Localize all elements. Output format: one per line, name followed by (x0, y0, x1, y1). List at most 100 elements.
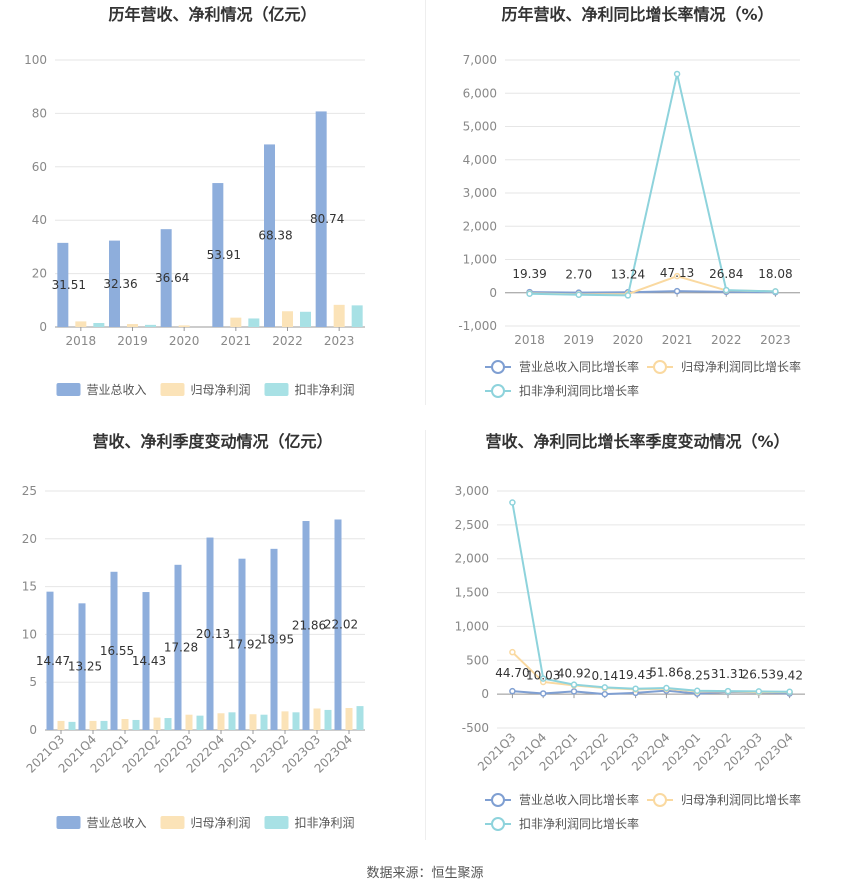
data-point (723, 286, 730, 294)
data-point (539, 690, 547, 697)
data-point (624, 292, 632, 299)
data-point (632, 685, 639, 692)
y-tick-label: 25 (22, 484, 37, 498)
y-tick-label: 3,000 (455, 484, 489, 498)
data-label: 40.92 (557, 666, 591, 680)
data-label: 0.14 (591, 669, 618, 683)
bar (264, 144, 275, 327)
data-label: 47.13 (660, 266, 694, 280)
bar (57, 242, 69, 327)
data-label: 20.13 (196, 627, 230, 641)
y-tick-label: 2,500 (455, 518, 489, 532)
data-label: 17.92 (228, 637, 262, 651)
bar (132, 719, 140, 730)
data-point (509, 648, 516, 656)
x-tick-label: 2022 (711, 333, 742, 347)
y-tick-label: 0 (481, 687, 489, 701)
bar (292, 712, 300, 730)
divider (425, 430, 426, 840)
y-tick-label: 2,000 (455, 552, 489, 566)
data-label: 21.86 (292, 619, 326, 633)
legend-label: 营业总收入 (87, 816, 147, 830)
legend-label: 营业总收入 (87, 383, 147, 397)
data-point (570, 681, 578, 688)
data-point (673, 272, 681, 280)
y-tick-label: 80 (32, 106, 47, 120)
bar (127, 324, 138, 327)
data-label: 14.47 (36, 654, 70, 668)
bar (217, 713, 225, 730)
bar (351, 305, 363, 327)
legend-swatch (491, 384, 505, 398)
data-label: 9.42 (776, 669, 803, 683)
x-tick-label: 2021 (221, 334, 252, 348)
y-tick-label: 100 (24, 53, 47, 67)
legend-swatch (56, 816, 81, 829)
y-tick-label: 1,000 (455, 619, 489, 633)
data-label: 18.95 (260, 632, 294, 646)
bar (93, 322, 105, 327)
y-tick-label: 3,000 (463, 186, 497, 200)
annual-growth-rate-chart: 历年营收、净利同比增长率情况（%） -1,000 0 1,000 2,000 3,000 4… (458, 5, 801, 398)
x-tick-label: 2020 (169, 334, 200, 348)
bar (345, 708, 353, 730)
data-label: 26.53 (742, 667, 776, 681)
bar (260, 714, 268, 730)
chart-title: 历年营收、净利情况（亿元） (108, 5, 316, 24)
legend-label: 扣非净利润同比增长率 (519, 383, 639, 398)
y-tick-label: 1,000 (463, 253, 497, 267)
y-tick-label: 5,000 (463, 120, 497, 134)
legend-swatch (491, 360, 505, 374)
legend-label: 归母净利润同比增长率 (681, 792, 801, 807)
y-tick-label: 7,000 (463, 53, 497, 67)
bar (333, 304, 345, 327)
series-line (529, 73, 776, 297)
bar (230, 317, 242, 327)
x-tick-label: 2019 (563, 333, 594, 347)
bar (282, 311, 293, 327)
bar (78, 603, 86, 730)
data-point (673, 287, 681, 295)
bar (145, 324, 156, 327)
bar (110, 571, 118, 730)
data-label: 44.70 (495, 666, 529, 680)
y-tick-label: -1,000 (458, 319, 497, 333)
data-source-note: 数据来源：恒生聚源 (366, 866, 484, 881)
data-point (755, 688, 763, 695)
bar (178, 325, 190, 327)
data-label: 18.08 (758, 267, 792, 281)
bar (142, 592, 150, 730)
data-label: 68.38 (258, 229, 292, 243)
y-tick-label: 5 (29, 675, 37, 689)
legend-label: 归母净利润 (191, 816, 251, 830)
quarterly-growth-rate-chart: 营收、净利同比增长率季度变动情况（%） -500 0 500 1,000 1,500 2,0… (455, 432, 805, 831)
y-tick-label: 6,000 (463, 86, 497, 100)
data-label: 26.84 (709, 267, 743, 281)
quarterly-revenue-profit-chart: 营收、净利季度变动情况（亿元）05101520252021Q32021Q4202… (22, 432, 365, 830)
data-label: 31.51 (52, 278, 86, 292)
bar (185, 714, 193, 730)
series-line (529, 290, 776, 294)
legend-label: 归母净利润同比增长率 (681, 359, 801, 374)
data-point (526, 290, 533, 297)
data-label: 51.86 (649, 666, 683, 680)
legend-swatch (264, 816, 289, 829)
data-label: 10.03 (526, 668, 560, 682)
bar (46, 591, 54, 730)
x-tick-label: 2021 (662, 333, 693, 347)
y-tick-label: 2,000 (463, 219, 497, 233)
legend-swatch (160, 816, 185, 829)
y-tick-label: 20 (22, 532, 37, 546)
annual-revenue-profit-chart: 历年营收、净利情况（亿元） 0 20 40 60 80 100 2018 2019 2020 202… (24, 5, 365, 397)
data-point (601, 684, 609, 691)
data-label: 8.25 (684, 669, 711, 683)
data-label: 80.74 (310, 212, 344, 226)
x-tick-label: 2019 (117, 334, 148, 348)
data-point (509, 499, 516, 506)
y-tick-label: 10 (22, 627, 37, 641)
legend-label: 营业总收入同比增长率 (519, 792, 639, 807)
data-point (509, 687, 516, 695)
bar (302, 521, 310, 730)
chart-title: 营收、净利季度变动情况（亿元） (92, 432, 332, 451)
bar (196, 715, 204, 730)
